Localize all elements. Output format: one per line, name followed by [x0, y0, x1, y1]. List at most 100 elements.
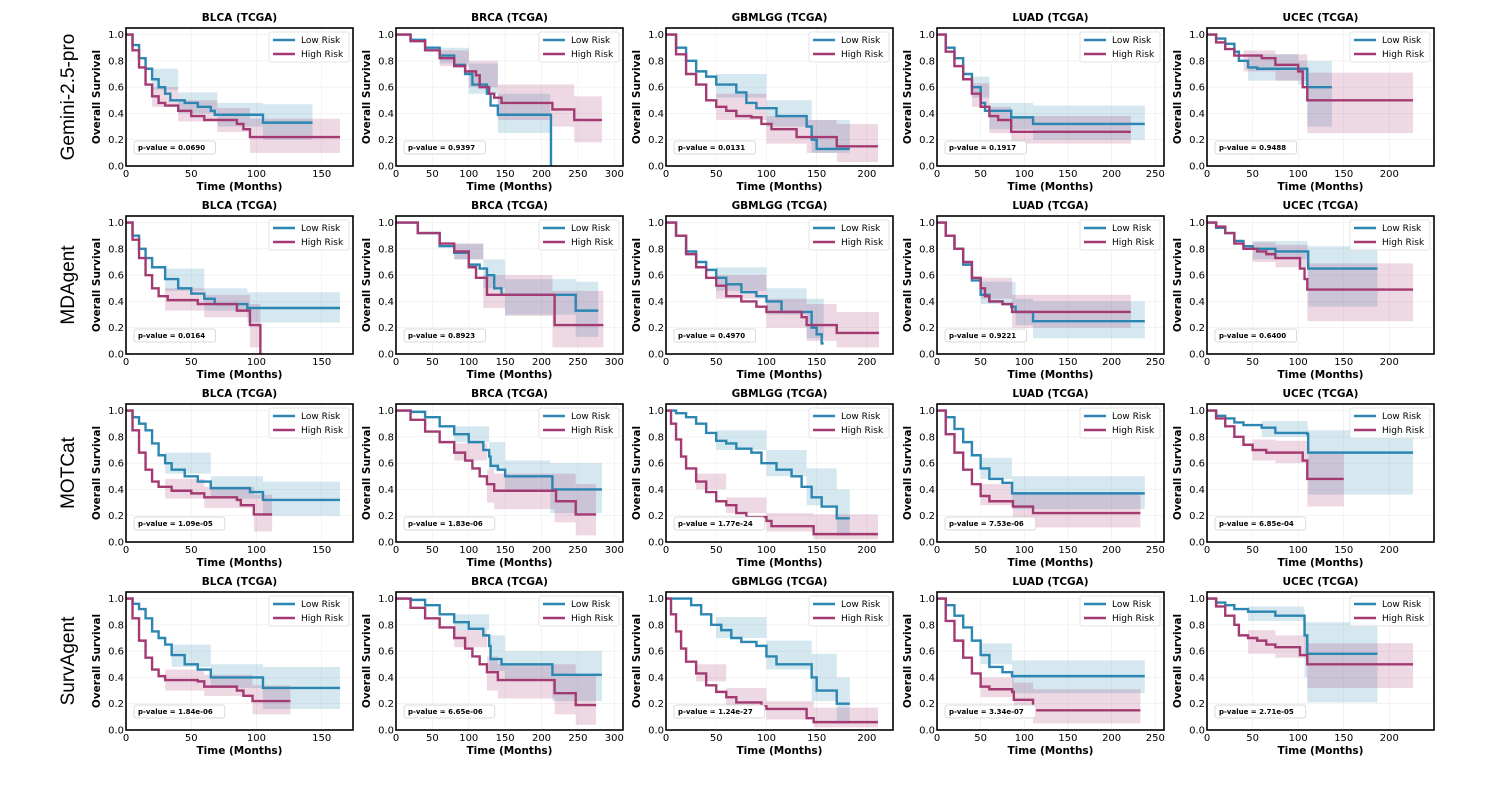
p-value-box — [944, 704, 1037, 719]
km-panel: 0 50 100 150 0.0 0.2 0.4 0.6 0.8 1.0 BLCA (TCGA) Ti… — [91, 200, 354, 381]
y-tick-label: 0.4 — [1189, 673, 1205, 684]
high-risk-legend-label: High Risk — [841, 50, 884, 60]
y-axis-label: Overall Survival — [631, 50, 643, 144]
x-axis-label: Time (Months) — [1278, 181, 1364, 193]
x-tick-label: 100 — [1289, 357, 1308, 368]
y-tick-label: 0.2 — [378, 135, 394, 146]
km-panel: 0 50 100 150 200 250 0.0 0.2 0.4 0.6 0.8 1.0 LUAD (T… — [902, 388, 1165, 569]
x-axis-label: Time (Months) — [197, 181, 283, 193]
x-tick-label: 0 — [663, 733, 669, 744]
y-tick-label: 1.0 — [108, 406, 124, 417]
y-tick-label: 0.0 — [108, 538, 124, 549]
high-risk-ci-band — [666, 222, 879, 348]
high-risk-curve — [937, 221, 1131, 314]
y-tick-label: 0.0 — [108, 726, 124, 737]
high-risk-curve — [937, 409, 1141, 515]
x-tick-label: 0 — [1204, 733, 1210, 744]
plot-frame — [1206, 591, 1435, 731]
high-risk-legend-label: High Risk — [301, 50, 344, 60]
p-value-text: p-value = 0.0131 — [678, 144, 745, 152]
y-tick-label: 0.4 — [378, 485, 394, 496]
y-axis-label: Overall Survival — [1172, 238, 1184, 332]
high-risk-curve — [1207, 409, 1344, 481]
y-tick-label: 0.0 — [1189, 162, 1205, 173]
y-tick-label: 0.8 — [378, 244, 394, 255]
x-tick-label: 200 — [857, 545, 876, 556]
y-tick-label: 0.0 — [1189, 538, 1205, 549]
low-risk-legend-label: Low Risk — [301, 224, 341, 234]
y-tick-label: 0.8 — [919, 620, 935, 631]
low-risk-legend-label: Low Risk — [1382, 36, 1422, 46]
legend: Low Risk High Risk — [1349, 407, 1431, 439]
x-tick-label: 50 — [710, 169, 723, 180]
y-axis-label: Overall Survival — [361, 426, 373, 520]
km-panel: 0 50 100 150 200 250 300 0.0 0.2 0.4 0.6 0.8 1.0 BRCA… — [361, 388, 624, 569]
km-panel: 0 50 100 150 200 250 0.0 0.2 0.4 0.6 0.8 1.0 LUAD (T… — [902, 576, 1165, 757]
legend: Low Risk High Risk — [538, 219, 620, 251]
y-tick-label: 0.8 — [648, 620, 664, 631]
high-risk-ci-band — [937, 598, 1141, 724]
y-tick-label: 1.0 — [378, 406, 394, 417]
p-value-box — [673, 516, 766, 531]
p-value-box — [944, 140, 1027, 155]
y-axis-label: Overall Survival — [91, 614, 103, 708]
x-axis-label: Time (Months) — [467, 745, 553, 757]
legend: Low Risk High Risk — [268, 31, 350, 63]
x-tick-label: 0 — [1204, 357, 1210, 368]
p-value-text: p-value = 0.4970 — [678, 332, 745, 340]
x-tick-label: 150 — [1058, 545, 1077, 556]
x-tick-label: 50 — [974, 357, 987, 368]
high-risk-legend-label: High Risk — [571, 50, 614, 60]
low-risk-ci-band — [666, 222, 824, 354]
p-value-text: p-value = 0.1917 — [949, 144, 1016, 152]
p-value-text: p-value = 1.24e-27 — [678, 708, 753, 716]
y-axis-label: Overall Survival — [902, 50, 914, 144]
y-tick-label: 0.4 — [1189, 109, 1205, 120]
high-risk-ci-band — [1207, 410, 1344, 507]
x-tick-label: 100 — [1015, 357, 1034, 368]
plot-frame — [1206, 215, 1435, 355]
y-tick-label: 0.2 — [108, 323, 124, 334]
y-tick-label: 0.2 — [919, 511, 935, 522]
high-risk-legend-label: High Risk — [571, 614, 614, 624]
p-value-text: p-value = 0.6400 — [1219, 332, 1286, 340]
y-tick-label: 1.0 — [648, 218, 664, 229]
p-value-box — [403, 516, 496, 531]
panel-title: GBMLGG (TCGA) — [732, 12, 828, 24]
y-tick-label: 0.8 — [1189, 56, 1205, 67]
low-risk-ci-band — [1207, 598, 1378, 703]
p-value-text: p-value = 1.77e-24 — [678, 520, 753, 528]
y-tick-label: 1.0 — [648, 594, 664, 605]
y-tick-label: 0.2 — [919, 135, 935, 146]
legend: Low Risk High Risk — [808, 595, 890, 627]
y-tick-label: 0.2 — [648, 699, 664, 710]
low-risk-ci-band — [937, 598, 1145, 694]
x-tick-label: 100 — [1015, 169, 1034, 180]
panel-title: BLCA (TCGA) — [202, 388, 277, 400]
x-axis-label: Time (Months) — [1008, 181, 1094, 193]
low-risk-legend-label: Low Risk — [571, 600, 611, 610]
x-axis-label: Time (Months) — [467, 181, 553, 193]
km-panel: 0 50 100 150 200 0.0 0.2 0.4 0.6 0.8 1.0 GBMLGG (TC… — [631, 12, 894, 193]
y-tick-label: 0.0 — [919, 538, 935, 549]
y-tick-label: 0.4 — [108, 109, 124, 120]
high-risk-ci-band — [666, 410, 878, 540]
x-tick-label: 0 — [123, 169, 129, 180]
y-axis-label: Overall Survival — [91, 50, 103, 144]
legend: Low Risk High Risk — [538, 31, 620, 63]
y-tick-label: 0.8 — [919, 432, 935, 443]
x-tick-label: 100 — [459, 545, 478, 556]
legend: Low Risk High Risk — [538, 595, 620, 627]
p-value-text: p-value = 6.85e-04 — [1219, 520, 1294, 528]
plot-frame — [936, 27, 1165, 167]
x-tick-label: 150 — [807, 357, 826, 368]
panel-title: BRCA (TCGA) — [471, 388, 548, 400]
low-risk-ci-band — [666, 598, 850, 724]
x-tick-label: 150 — [496, 733, 515, 744]
x-tick-label: 100 — [459, 357, 478, 368]
p-value-box — [403, 704, 496, 719]
x-tick-label: 50 — [426, 545, 439, 556]
legend: Low Risk High Risk — [268, 219, 350, 251]
x-tick-label: 50 — [426, 733, 439, 744]
